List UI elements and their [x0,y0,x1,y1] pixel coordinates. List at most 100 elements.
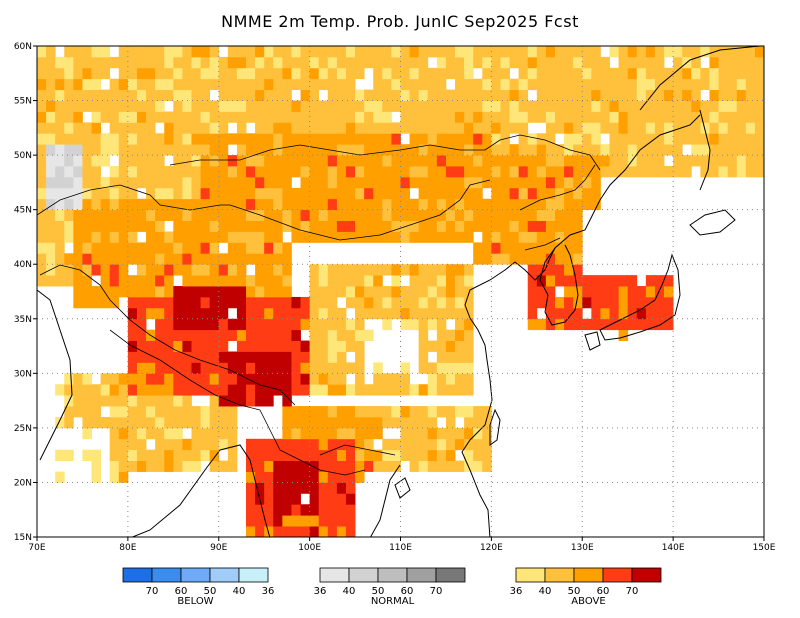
field-cell [718,56,729,69]
field-cell [273,198,283,211]
field-cell [300,209,311,221]
field-cell [754,133,764,145]
field-cell [382,89,392,101]
field-cell [64,253,74,265]
field-cell [654,275,665,287]
field-cell [327,275,338,287]
field-cell [418,362,429,374]
field-cell [236,133,247,145]
field-cell [227,406,238,418]
field-cell [564,100,574,112]
field-cell [109,231,120,243]
field-cell [218,166,229,178]
field-cell [427,100,438,112]
field-cell [127,351,138,363]
field-cell [500,100,510,112]
field-cell [73,406,83,418]
field-cell [291,416,301,429]
field-cell [645,286,656,298]
field-cell [654,89,665,101]
field-cell [327,231,338,243]
field-cell [46,209,56,221]
field-cell [37,56,47,69]
field-cell [500,198,510,211]
field-cell [91,144,102,156]
field-cell [91,100,102,112]
field-cell [582,296,592,309]
field-cell [300,100,311,112]
field-cell [391,166,401,178]
field-cell [200,166,211,178]
field-cell [464,155,474,167]
field-cell [554,231,565,243]
field-cell [627,318,638,331]
field-cell [473,406,483,418]
field-cell [391,46,401,58]
field-cell [491,100,501,112]
field-cell [200,122,211,134]
field-cell [136,373,147,385]
field-cell [118,46,129,58]
field-cell [500,253,510,265]
field-cell [327,111,338,123]
field-cell [536,176,547,189]
field-cell [382,198,392,211]
field-cell [355,67,365,80]
field-cell [282,362,292,374]
field-cell [55,242,65,254]
field-cell [273,493,283,505]
field-cell [100,176,111,189]
field-cell [82,406,92,418]
field-cell [536,46,547,58]
field-cell [745,67,756,80]
field-cell [127,198,138,211]
field-cell [445,122,456,134]
field-cell [127,155,138,167]
field-cell [182,253,192,265]
field-cell [445,427,456,440]
field-cell [427,67,438,80]
field-cell [355,89,365,101]
field-cell [700,111,710,123]
field-cell [464,329,474,341]
field-cell [345,155,356,167]
field-cell [745,155,756,167]
field-cell [82,198,92,211]
field-cell [100,111,111,123]
field-cell [91,460,102,472]
field-cell [255,307,265,320]
legend-tick-normal: 40 [343,586,356,597]
field-cell [536,231,547,243]
field-cell [164,329,174,341]
field-cell [273,449,283,462]
field-cell [227,231,238,243]
field-cell [564,296,574,309]
field-cell [227,133,238,145]
coastline-sakhalin [699,109,711,191]
field-cell [146,416,156,429]
field-cell [146,176,156,189]
field-cell [436,100,447,112]
field-cell [118,406,129,418]
field-cell [573,253,583,265]
field-cell [291,56,301,69]
field-cell [218,155,229,167]
field-cell [136,416,147,429]
graticule [37,46,764,537]
field-cell [264,176,274,189]
field-cell [654,122,665,134]
field-cell [209,166,220,178]
field-cell [700,46,710,58]
field-cell [73,242,83,254]
field-cell [564,220,574,232]
field-cell [164,264,174,276]
legend-tick-normal: 50 [372,586,385,597]
field-cell [282,373,292,385]
field-cell [654,100,665,112]
field-cell [282,471,292,483]
field-cell [682,166,692,178]
field-cell [236,362,247,374]
field-cell [491,231,501,243]
field-cell [318,504,329,516]
field-cell [73,296,83,309]
